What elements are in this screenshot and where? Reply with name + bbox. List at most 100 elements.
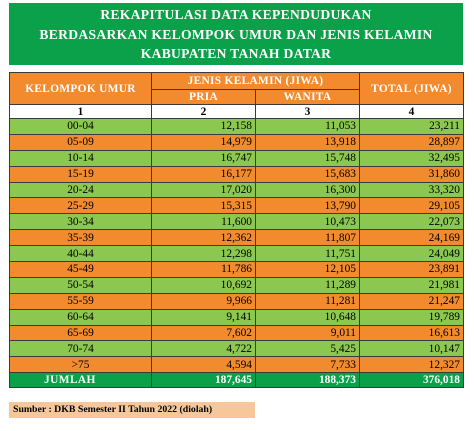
- female-cell: 16,300: [255, 181, 360, 199]
- age-group-cell: 55-59: [9, 292, 152, 310]
- female-cell: 7,733: [255, 356, 360, 374]
- header-gender: JENIS KELAMIN (JIWA): [151, 72, 360, 90]
- female-cell: 13,918: [255, 133, 360, 151]
- table-row: 60-64 9,141 10,648 19,789: [9, 308, 464, 326]
- female-cell: 10,473: [255, 213, 360, 231]
- total-label: JUMLAH: [9, 372, 152, 389]
- header-total: TOTAL (JIWA): [359, 72, 464, 105]
- female-cell: 5,425: [255, 340, 360, 358]
- column-number: 1: [9, 104, 152, 119]
- age-group-cell: >75: [9, 356, 152, 374]
- total-cell: 31,860: [359, 165, 464, 183]
- header-age-group: KELOMPOK UMUR: [9, 72, 152, 105]
- male-cell: 11,600: [151, 213, 256, 231]
- age-group-cell: 05-09: [9, 133, 152, 151]
- total-all: 376,018: [359, 372, 464, 389]
- total-female: 188,373: [255, 372, 360, 389]
- female-cell: 11,281: [255, 292, 360, 310]
- total-cell: 33,320: [359, 181, 464, 199]
- male-cell: 17,020: [151, 181, 256, 199]
- total-cell: 23,891: [359, 261, 464, 278]
- total-cell: 29,105: [359, 197, 464, 215]
- table-row: >75 4,594 7,733 12,327: [9, 356, 464, 374]
- table-row: 20-24 17,020 16,300 33,320: [9, 181, 464, 199]
- header-female: WANITA: [255, 89, 360, 105]
- male-cell: 16,177: [151, 165, 256, 183]
- total-cell: 21,247: [359, 292, 464, 310]
- male-cell: 4,594: [151, 356, 256, 374]
- column-number: 2: [151, 104, 256, 119]
- report-title: REKAPITULASI DATA KEPENDUDUKAN BERDASARK…: [9, 3, 463, 65]
- total-cell: 28,897: [359, 133, 464, 151]
- title-line-1: REKAPITULASI DATA KEPENDUDUKAN: [100, 7, 372, 22]
- age-group-cell: 40-44: [9, 245, 152, 263]
- title-line-2: BERDASARKAN KELOMPOK UMUR DAN JENIS KELA…: [39, 26, 433, 42]
- male-cell: 14,979: [151, 133, 256, 151]
- total-cell: 23,211: [359, 118, 464, 135]
- female-cell: 15,683: [255, 165, 360, 183]
- header-male: PRIA: [151, 89, 256, 105]
- female-cell: 12,105: [255, 261, 360, 278]
- title-line-3: KABUPATEN TANAH DATAR: [140, 46, 332, 61]
- population-table: KELOMPOK UMUR JENIS KELAMIN (JIWA) TOTAL…: [9, 72, 464, 389]
- age-group-cell: 30-34: [9, 213, 152, 231]
- male-cell: 12,362: [151, 229, 256, 247]
- total-cell: 16,613: [359, 324, 464, 342]
- female-cell: 10,648: [255, 308, 360, 326]
- total-cell: 12,327: [359, 356, 464, 374]
- age-group-cell: 70-74: [9, 340, 152, 358]
- table-row: 10-14 16,747 15,748 32,495: [9, 149, 464, 167]
- age-group-cell: 60-64: [9, 308, 152, 326]
- male-cell: 15,315: [151, 197, 256, 215]
- female-cell: 15,748: [255, 149, 360, 167]
- column-number: 3: [255, 104, 360, 119]
- age-group-cell: 20-24: [9, 181, 152, 199]
- table-row: 35-39 12,362 11,807 24,169: [9, 229, 464, 247]
- total-cell: 32,495: [359, 149, 464, 167]
- table-row: 05-09 14,979 13,918 28,897: [9, 133, 464, 151]
- table-row: 00-04 12,158 11,053 23,211: [9, 118, 464, 135]
- age-group-cell: 00-04: [9, 118, 152, 135]
- table-row: 70-74 4,722 5,425 10,147: [9, 340, 464, 358]
- table-row: 50-54 10,692 11,289 21,981: [9, 276, 464, 294]
- age-group-cell: 10-14: [9, 149, 152, 167]
- male-cell: 12,158: [151, 118, 256, 135]
- total-cell: 10,147: [359, 340, 464, 358]
- table-row: 45-49 11,786 12,105 23,891: [9, 261, 464, 278]
- female-cell: 11,053: [255, 118, 360, 135]
- total-cell: 19,789: [359, 308, 464, 326]
- column-number-row: 1 2 3 4: [9, 104, 464, 119]
- male-cell: 7,602: [151, 324, 256, 342]
- male-cell: 11,786: [151, 261, 256, 278]
- table-row: 40-44 12,298 11,751 24,049: [9, 245, 464, 263]
- male-cell: 9,966: [151, 292, 256, 310]
- table-row: 30-34 11,600 10,473 22,073: [9, 213, 464, 231]
- male-cell: 12,298: [151, 245, 256, 263]
- female-cell: 13,790: [255, 197, 360, 215]
- table-row: 65-69 7,602 9,011 16,613: [9, 324, 464, 342]
- source-note: Sumber : DKB Semester II Tahun 2022 (dio…: [9, 402, 255, 418]
- age-group-cell: 45-49: [9, 261, 152, 278]
- total-cell: 24,169: [359, 229, 464, 247]
- total-cell: 21,981: [359, 276, 464, 294]
- age-group-cell: 15-19: [9, 165, 152, 183]
- male-cell: 16,747: [151, 149, 256, 167]
- total-cell: 24,049: [359, 245, 464, 263]
- female-cell: 11,807: [255, 229, 360, 247]
- total-male: 187,645: [151, 372, 256, 389]
- age-group-cell: 25-29: [9, 197, 152, 215]
- age-group-cell: 35-39: [9, 229, 152, 247]
- column-number: 4: [359, 104, 464, 119]
- female-cell: 9,011: [255, 324, 360, 342]
- table-row: 15-19 16,177 15,683 31,860: [9, 165, 464, 183]
- female-cell: 11,751: [255, 245, 360, 263]
- male-cell: 10,692: [151, 276, 256, 294]
- age-group-cell: 65-69: [9, 324, 152, 342]
- table-body: 00-04 12,158 11,053 23,211 05-09 14,979 13,918…: [9, 118, 464, 374]
- female-cell: 11,289: [255, 276, 360, 294]
- total-cell: 22,073: [359, 213, 464, 231]
- table-row: 55-59 9,966 11,281 21,247: [9, 292, 464, 310]
- age-group-cell: 50-54: [9, 276, 152, 294]
- table-row: 25-29 15,315 13,790 29,105: [9, 197, 464, 215]
- male-cell: 4,722: [151, 340, 256, 358]
